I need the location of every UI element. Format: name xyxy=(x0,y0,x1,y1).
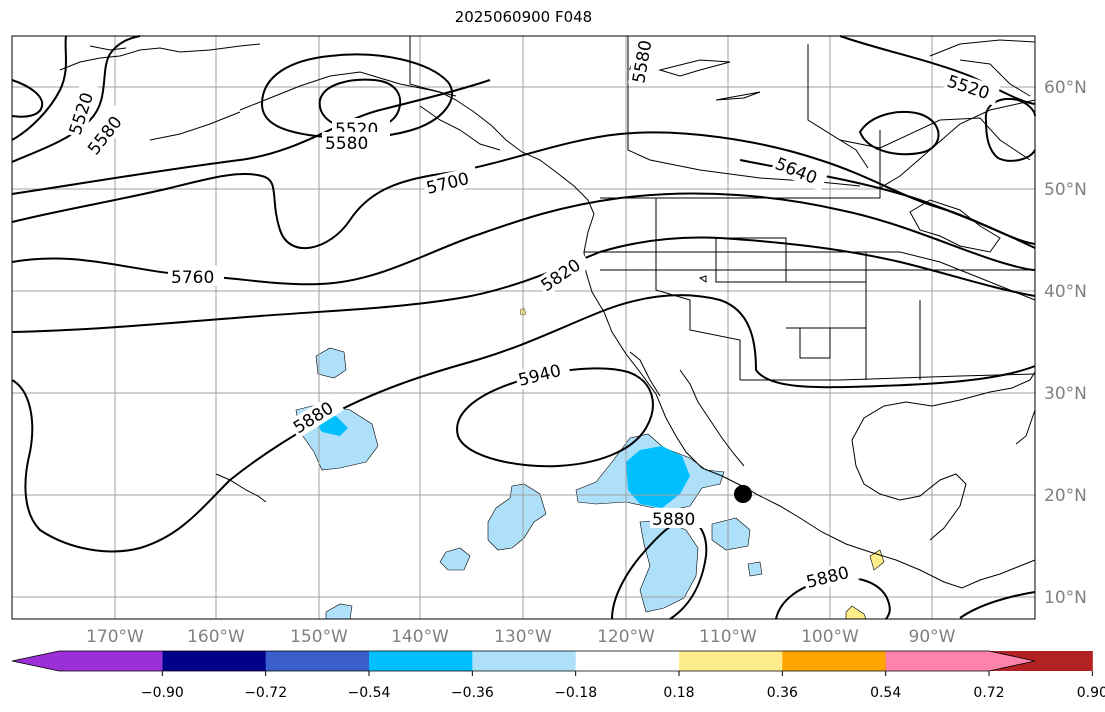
colorbar-tick-label: −0.18 xyxy=(554,685,597,701)
colorbar-tick-label: −0.36 xyxy=(451,685,494,701)
colorbar-tick-label: 0.90 xyxy=(1077,685,1105,701)
colorbar-ticks: −0.90 −0.72 −0.54 −0.36 −0.18 0.18 0.36 0.54 0.7… xyxy=(141,671,1105,701)
lat-label: 60°N xyxy=(1044,78,1087,98)
lon-label: 140°W xyxy=(391,627,449,647)
coastlines xyxy=(59,36,1036,589)
lat-label: 30°N xyxy=(1044,384,1087,404)
colorbar-segment xyxy=(265,651,370,671)
colorbar-segment xyxy=(472,651,577,671)
colorbar-tick-label: 0.72 xyxy=(973,685,1004,701)
colorbar-segments xyxy=(12,651,1093,671)
contour-label: 5760 xyxy=(171,268,214,288)
colorbar-tick-label: −0.90 xyxy=(141,685,184,701)
height-contours xyxy=(11,35,1036,620)
colorbar-segment xyxy=(885,651,1035,671)
map-title: 2025060900 F048 xyxy=(454,8,593,26)
colorbar-tick-label: −0.54 xyxy=(348,685,391,701)
colorbar-segment xyxy=(12,651,163,671)
lon-label: 90°W xyxy=(909,627,956,647)
lat-label: 40°N xyxy=(1044,282,1087,302)
colorbar-segment xyxy=(162,651,267,671)
colorbar: −0.90 −0.72 −0.54 −0.36 −0.18 0.18 0.36 0.54 0.7… xyxy=(11,650,1105,701)
location-marker xyxy=(734,485,752,503)
lon-label: 170°W xyxy=(86,627,144,647)
colorbar-segment xyxy=(575,651,680,671)
colorbar-segment xyxy=(369,651,473,671)
lat-label: 10°N xyxy=(1044,588,1087,608)
colorbar-tick-label: 0.54 xyxy=(870,685,901,701)
map-border xyxy=(11,35,1036,620)
contour-labels: 5520 5580 5520 5580 5580 5520 5640 5700 … xyxy=(64,30,1001,593)
colorbar-segment xyxy=(679,651,783,671)
latitude-labels: 60°N 50°N 40°N 30°N 20°N 10°N xyxy=(1044,78,1087,608)
lon-label: 160°W xyxy=(187,627,245,647)
colorbar-tick-label: 0.18 xyxy=(663,685,694,701)
colorbar-segment xyxy=(989,651,1093,671)
lon-label: 110°W xyxy=(699,627,757,647)
lat-label: 50°N xyxy=(1044,180,1087,200)
colorbar-outline xyxy=(11,650,1036,672)
lon-label: 120°W xyxy=(597,627,655,647)
anomaly-shading xyxy=(295,307,885,620)
lon-label: 130°W xyxy=(494,627,552,647)
colorbar-segment xyxy=(782,651,887,671)
lat-label: 20°N xyxy=(1044,486,1087,506)
lon-label: 100°W xyxy=(801,627,859,647)
contour-label: 5880 xyxy=(652,510,695,530)
colorbar-tick-label: 0.36 xyxy=(767,685,798,701)
colorbar-tick-label: −0.72 xyxy=(244,685,287,701)
contour-label: 5580 xyxy=(325,134,368,154)
longitude-labels: 170°W 160°W 150°W 140°W 130°W 120°W 110°… xyxy=(86,627,956,647)
lon-label: 150°W xyxy=(290,627,348,647)
